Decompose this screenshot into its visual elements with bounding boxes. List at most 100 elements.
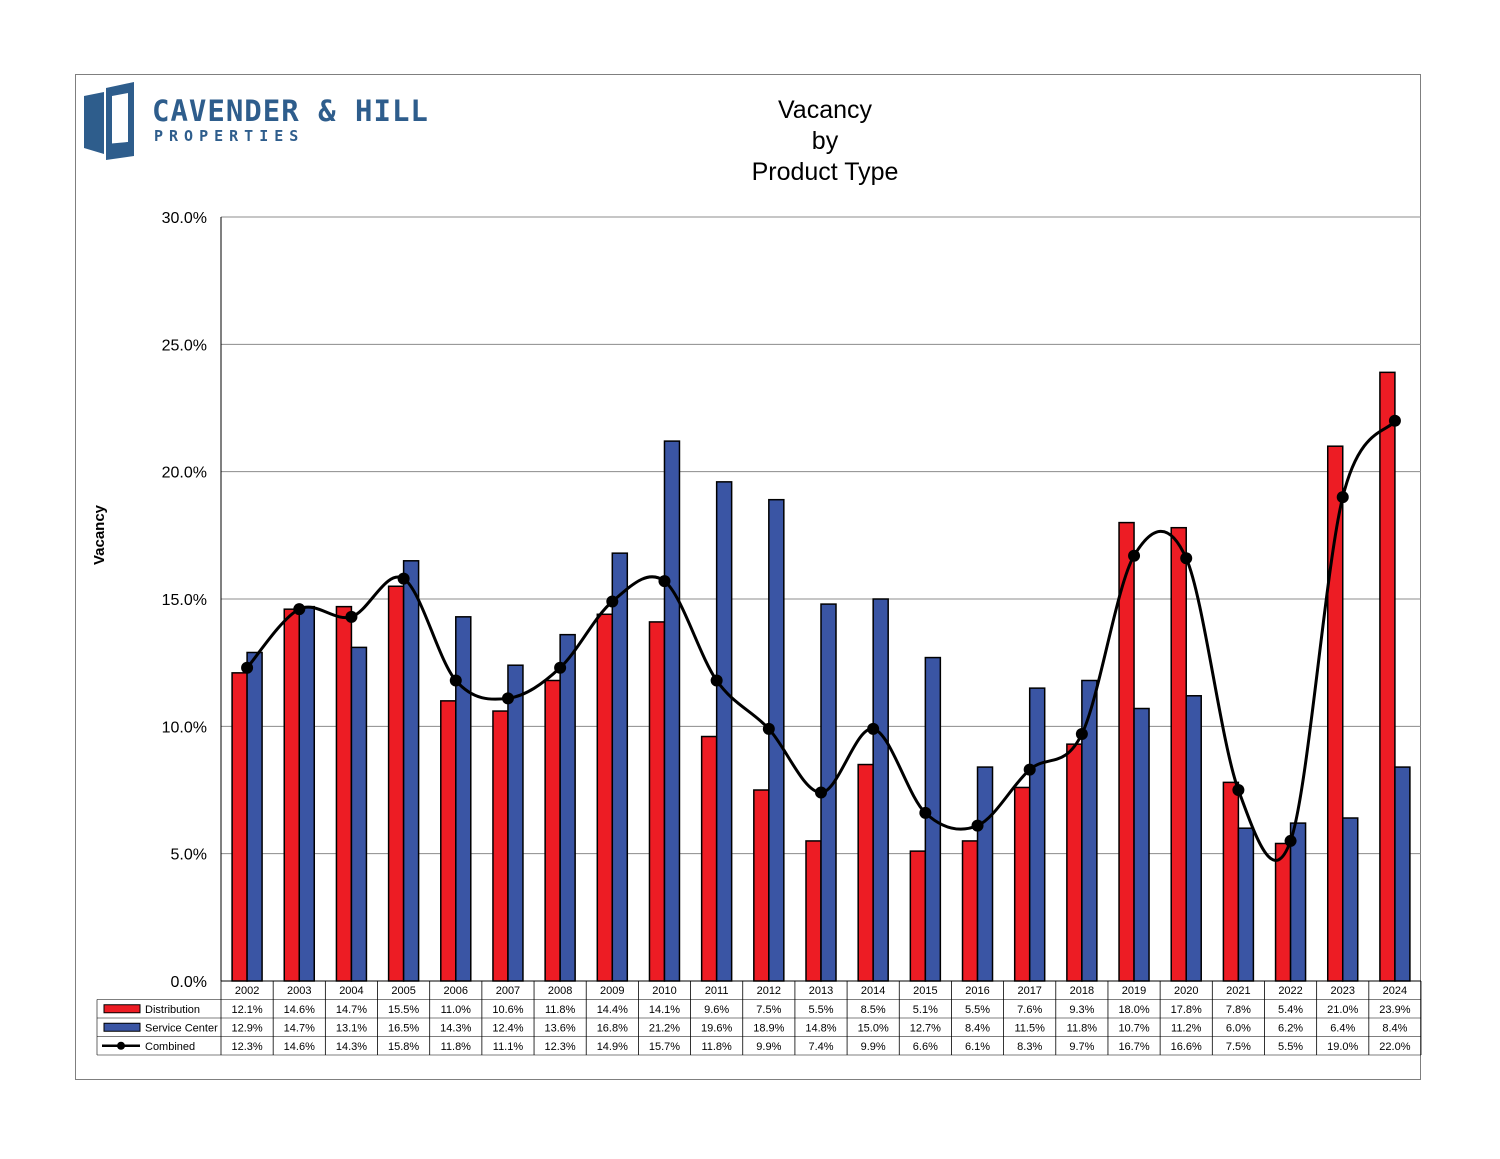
y-axis-label: Vacancy [91,504,108,565]
data-label: 7.8% [1226,1004,1251,1016]
bar-service-center [455,616,472,982]
data-label: 14.9% [597,1041,628,1053]
bars [231,371,1411,982]
data-label: 16.7% [1118,1041,1149,1053]
data-label: 5.5% [965,1004,990,1016]
combined-point [1128,549,1141,562]
bar-distribution [335,605,353,982]
data-label: 6.0% [1226,1022,1251,1034]
data-label: 7.4% [808,1041,833,1053]
bar-distribution [231,672,248,982]
bar-distribution [700,735,718,982]
bar-service-center [246,651,263,982]
x-tick-label: 2005 [391,985,415,997]
data-label: 14.3% [336,1041,367,1053]
chart-title-line: by [812,127,839,155]
y-tick-label: 15.0% [162,592,207,609]
y-axis-ticks: 0.0% 5.0% 10.0% 15.0% 20.0% 25.0% 30.0% [162,210,207,991]
x-tick-label: 2016 [965,985,989,997]
data-label: 13.6% [545,1022,576,1034]
combined-point [971,819,984,832]
data-label: 11.2% [1171,1022,1202,1034]
data-label: 8.5% [861,1004,886,1016]
combined-line [241,414,1401,862]
combined-point [554,661,567,674]
x-tick-label: 2003 [287,985,311,997]
x-tick-label: 2010 [652,985,676,997]
bar-service-center [1341,817,1359,982]
data-label: 9.9% [756,1041,781,1053]
combined-point [397,572,410,585]
x-tick-label: 2022 [1278,985,1302,997]
x-tick-label: 2024 [1383,985,1407,997]
data-label: 15.8% [388,1041,419,1053]
legend-key-combined-point [117,1041,125,1050]
y-tick-label: 20.0% [162,465,207,482]
data-label: 12.3% [545,1041,576,1053]
data-label: 12.4% [492,1022,523,1034]
x-tick-label: 2009 [600,985,624,997]
combined-point [867,722,880,735]
legend-label: Service Center [145,1022,218,1034]
bar-service-center [1133,707,1150,982]
bar-distribution [387,585,405,982]
bar-distribution [596,613,614,982]
data-label: 18.9% [753,1022,784,1034]
chart-title-line: Vacancy [778,96,873,124]
data-label: 10.7% [1118,1022,1149,1034]
legend-label: Combined [145,1041,195,1053]
bar-distribution [857,763,874,982]
x-tick-label: 2020 [1174,985,1198,997]
bar-service-center [1185,695,1202,982]
data-label: 11.0% [441,1004,472,1016]
y-tick-label: 25.0% [162,337,207,354]
data-label: 14.1% [649,1004,680,1016]
bar-service-center [350,646,368,982]
data-label: 12.1% [231,1004,262,1016]
data-label: 22.0% [1379,1041,1410,1053]
data-label: 23.9% [1379,1004,1410,1016]
data-label: 7.6% [1017,1004,1042,1016]
data-label: 11.8% [701,1041,732,1053]
data-label: 12.3% [231,1041,262,1053]
data-label: 12.7% [910,1022,941,1034]
bar-distribution [909,850,927,982]
data-label: 21.0% [1327,1004,1358,1016]
bar-distribution [1066,743,1083,982]
x-tick-label: 2004 [339,985,363,997]
combined-point [501,692,514,705]
data-label: 16.8% [597,1022,628,1034]
y-tick-label: 0.0% [171,974,207,991]
legend-key-service-center [103,1022,141,1032]
combined-point [762,722,775,735]
combined-point [1232,784,1245,796]
data-label: 16.6% [1171,1041,1202,1053]
bar-service-center [1237,827,1255,982]
y-tick-label: 10.0% [162,719,207,736]
bar-service-center [1394,766,1411,982]
data-label: 16.5% [388,1022,419,1034]
data-label: 14.6% [284,1004,315,1016]
combined-point [710,674,723,687]
data-label: 21.2% [649,1022,680,1034]
data-label: 15.5% [388,1004,419,1016]
bar-service-center [976,766,994,982]
data-label: 14.7% [284,1022,315,1034]
bar-distribution [961,840,979,982]
x-tick-label: 2013 [809,985,833,997]
combined-point [1023,763,1036,776]
bar-distribution [492,710,509,982]
data-label: 11.8% [441,1041,472,1053]
bar-distribution [1170,526,1187,982]
legend-key-distribution [103,1004,141,1014]
data-label: 14.6% [284,1041,315,1053]
bar-service-center [402,560,420,982]
bar-distribution [1274,842,1292,982]
x-tick-label: 2002 [235,985,259,997]
x-tick-label: 2021 [1226,985,1250,997]
bar-distribution [1222,781,1240,982]
data-label: 7.5% [756,1004,781,1016]
combined-point [606,595,619,608]
combined-point [1075,727,1088,740]
